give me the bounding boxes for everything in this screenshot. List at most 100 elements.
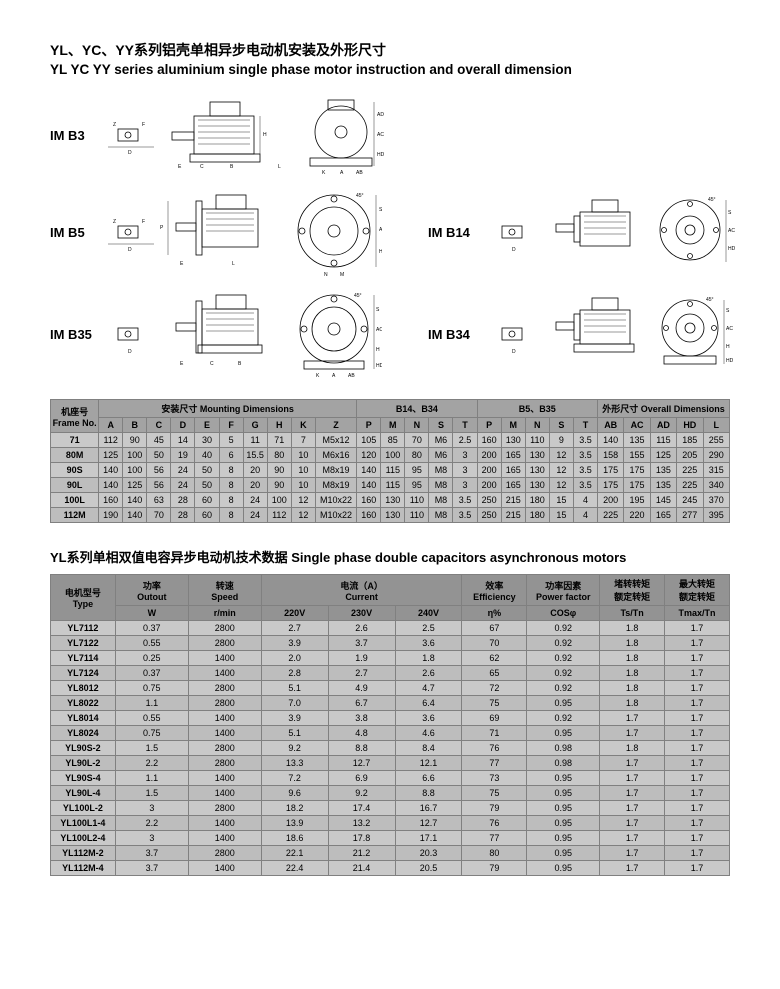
table-cell: 3 <box>115 801 188 816</box>
th-col: AD <box>650 418 676 433</box>
svg-text:D: D <box>128 349 132 354</box>
table-row: 90S1401005624508209010M8x1914011595M8320… <box>51 463 730 478</box>
table-cell: 1.8 <box>600 741 665 756</box>
table-cell: YL7124 <box>51 666 116 681</box>
motor-front-icon: KAAB ADACHD <box>296 96 386 174</box>
table-cell: YL8012 <box>51 681 116 696</box>
table-cell: 115 <box>381 478 405 493</box>
table-cell: YL112M-2 <box>51 846 116 861</box>
table-cell: 180 <box>525 508 549 523</box>
th-type: 电机型号 Type <box>51 575 116 621</box>
table-cell: 1.7 <box>600 726 665 741</box>
table-row: YL80221.128007.06.76.4750.951.81.7 <box>51 696 730 711</box>
table-cell: 110 <box>405 508 429 523</box>
table-cell: 2.8 <box>261 666 328 681</box>
table-cell: 2800 <box>188 801 261 816</box>
svg-text:AD: AD <box>377 112 384 118</box>
table-cell: 215 <box>501 493 525 508</box>
svg-text:S: S <box>726 308 730 314</box>
table-cell: 3 <box>453 478 477 493</box>
table-cell: 21.4 <box>328 861 395 876</box>
table-cell: 2.2 <box>115 756 188 771</box>
th-col: C <box>147 418 171 433</box>
table-cell: 70 <box>147 508 171 523</box>
table-cell: 1400 <box>188 816 261 831</box>
table-cell: 12.7 <box>328 756 395 771</box>
table-row: YL80140.5514003.93.83.6690.921.71.7 <box>51 711 730 726</box>
table-cell: 175 <box>598 463 624 478</box>
svg-text:A: A <box>340 170 344 174</box>
th-mount: 安装尺寸 Mounting Dimensions <box>99 400 357 418</box>
svg-text:L: L <box>232 261 235 267</box>
table-cell: M8 <box>429 493 453 508</box>
table-cell: 7 <box>291 433 315 448</box>
table-cell: 1400 <box>188 861 261 876</box>
shaft-detail-icon: ZF D <box>108 115 154 155</box>
table-row: YL100L2-43140018.617.817.1770.951.71.7 <box>51 831 730 846</box>
table-cell: 1400 <box>188 651 261 666</box>
table-cell: 2.7 <box>261 621 328 636</box>
table-cell: 125 <box>650 448 676 463</box>
table-row: 90L1401255624508209010M8x1914011595M8320… <box>51 478 730 493</box>
table-cell: 2800 <box>188 621 261 636</box>
svg-text:D: D <box>128 150 132 155</box>
table-cell: 3.7 <box>115 861 188 876</box>
table-cell: 8 <box>219 493 243 508</box>
table-cell: 60 <box>195 508 219 523</box>
svg-text:Z: Z <box>113 219 116 225</box>
table-row: YL90L-41.514009.69.28.8750.951.71.7 <box>51 786 730 801</box>
table-row: YL71140.2514002.01.91.8620.921.81.7 <box>51 651 730 666</box>
table-cell: 0.92 <box>527 711 600 726</box>
table-cell: 90S <box>51 463 99 478</box>
table-cell: 7.0 <box>261 696 328 711</box>
table-cell: 79 <box>462 801 527 816</box>
svg-text:AC: AC <box>728 228 735 234</box>
table-cell: 1.8 <box>600 651 665 666</box>
th-col: r/min <box>188 606 261 621</box>
table-cell: 22.1 <box>261 846 328 861</box>
table-cell: M6x16 <box>315 448 356 463</box>
table-cell: 3.9 <box>261 711 328 726</box>
table-row: YL100L-23280018.217.416.7790.951.71.7 <box>51 801 730 816</box>
table-cell: 1.7 <box>665 741 730 756</box>
svg-text:HD: HD <box>377 152 385 158</box>
table-cell: 205 <box>677 448 703 463</box>
svg-text:S: S <box>379 207 382 213</box>
table-cell: 185 <box>677 433 703 448</box>
table-cell: 1400 <box>188 711 261 726</box>
table-cell: 0.95 <box>527 861 600 876</box>
table-cell: 1.7 <box>600 711 665 726</box>
table-cell: 130 <box>525 448 549 463</box>
table-cell: 145 <box>650 493 676 508</box>
table-cell: 130 <box>381 508 405 523</box>
table-cell: 1.7 <box>665 786 730 801</box>
table-cell: 165 <box>501 463 525 478</box>
table-row: YL71220.5528003.93.73.6700.921.81.7 <box>51 636 730 651</box>
table-cell: 0.95 <box>527 846 600 861</box>
table-cell: 5 <box>219 433 243 448</box>
table-cell: 67 <box>462 621 527 636</box>
th-col: AC <box>624 418 650 433</box>
table-cell: 3.7 <box>328 636 395 651</box>
table-cell: 2.5 <box>395 621 462 636</box>
table-cell: 1.8 <box>600 696 665 711</box>
table-row: YL71120.3728002.72.62.5670.921.81.7 <box>51 621 730 636</box>
table-cell: 0.95 <box>527 696 600 711</box>
flange-front-icon: 45° SACHD NM <box>286 187 382 277</box>
table-cell: 0.98 <box>527 756 600 771</box>
table-cell: 10 <box>291 478 315 493</box>
table-cell: M8 <box>429 463 453 478</box>
svg-text:S: S <box>728 210 732 216</box>
table-cell: 71 <box>267 433 291 448</box>
table-cell: 1.7 <box>665 801 730 816</box>
table-cell: 0.37 <box>115 621 188 636</box>
shaft-detail-icon: D <box>108 314 154 354</box>
table-cell: YL100L1-4 <box>51 816 116 831</box>
svg-text:D: D <box>128 247 132 252</box>
table-cell: 135 <box>624 433 650 448</box>
table-cell: 8.4 <box>395 741 462 756</box>
th-col: W <box>115 606 188 621</box>
table-cell: 3.5 <box>573 463 597 478</box>
table-cell: 200 <box>598 493 624 508</box>
table-cell: 1.7 <box>665 696 730 711</box>
